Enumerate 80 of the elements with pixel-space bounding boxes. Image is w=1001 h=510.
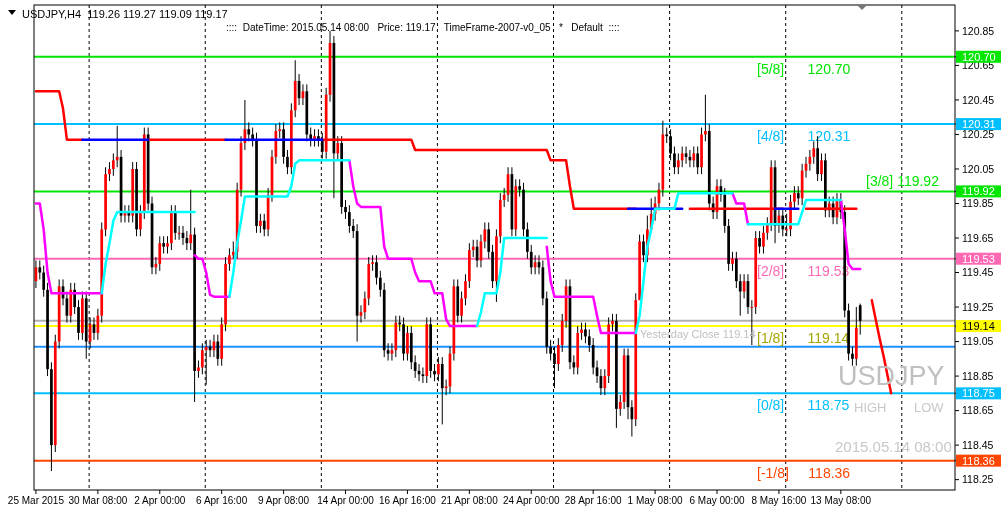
candlestick xyxy=(348,204,351,234)
candlestick xyxy=(796,185,800,206)
candlestick xyxy=(603,368,607,396)
x-tick-label: 8 May 16:00 xyxy=(751,495,807,506)
ref-line-label: [0/8] 118.75 xyxy=(757,397,850,414)
candlestick xyxy=(851,346,854,367)
x-tick-label: 16 Apr 16:00 xyxy=(379,495,437,506)
candlestick xyxy=(173,204,177,241)
text: :::: DateTime: 2015.05.14 08:00 Price: 119.17 TimeFrame-2007-v0_05 * Default :::: xyxy=(226,22,620,33)
candlestick xyxy=(38,259,42,280)
candlestick xyxy=(487,221,491,260)
y-tick-label: 119.92 xyxy=(962,185,995,198)
candlestick xyxy=(738,273,742,317)
candlestick xyxy=(762,225,765,255)
candlestick xyxy=(765,216,769,241)
candlestick xyxy=(42,265,46,298)
y-tick-label: 119.65 xyxy=(962,231,994,244)
y-tick-label: 120.25 xyxy=(962,128,995,141)
candlestick xyxy=(858,303,862,336)
candlestick xyxy=(378,270,382,298)
candlestick xyxy=(642,234,645,263)
candlestick xyxy=(758,230,761,255)
candlestick xyxy=(73,282,76,315)
y-tick-label: 119.45 xyxy=(962,266,994,279)
y-tick-label: 119.25 xyxy=(962,300,994,313)
ref-line-label: [5/8] 120.70 xyxy=(757,60,851,77)
y-tick-label: 120.45 xyxy=(962,93,995,106)
x-tick-label: 6 May 00:00 xyxy=(689,495,745,506)
x-tick-label: 25 Mar 2015 xyxy=(7,495,65,506)
candlestick xyxy=(673,146,676,175)
y-tick-label: 118.45 xyxy=(962,438,994,451)
candlestick xyxy=(692,146,696,168)
x-tick-label: 2 Apr 00:00 xyxy=(134,495,186,506)
candlestick xyxy=(557,337,560,372)
y-tick-label: 118.25 xyxy=(962,473,994,486)
candlestick xyxy=(587,328,591,353)
y-tick-label: 118.65 xyxy=(962,404,994,417)
y-tick-label: 119.05 xyxy=(962,335,994,348)
x-tick-label: 9 Apr 08:00 xyxy=(258,495,310,506)
candlestick xyxy=(406,325,409,362)
x-tick-label: 1 May 08:00 xyxy=(627,495,684,506)
candlestick xyxy=(228,247,231,272)
candlestick xyxy=(680,146,684,168)
candlestick xyxy=(464,273,467,306)
candlestick xyxy=(344,199,347,220)
x-tick-label: 13 May 08:00 xyxy=(810,495,872,506)
candlestick xyxy=(111,152,115,177)
ref-line-label: [4/8] 120.31 xyxy=(757,128,851,145)
candlestick xyxy=(108,161,111,182)
x-tick-label: 24 Apr 00:00 xyxy=(502,495,561,506)
candlestick xyxy=(413,354,417,379)
y-tick-label: 119.85 xyxy=(962,197,994,210)
candlestick xyxy=(158,235,162,272)
x-tick-label: 30 Mar 08:00 xyxy=(68,495,128,506)
y-tick-label: 118.36 xyxy=(962,454,995,467)
candlestick xyxy=(216,334,220,367)
candlestick xyxy=(286,149,289,175)
chart-title: USDJPY,H4 119.26 119.27 119.09 119.17 xyxy=(22,8,228,20)
candlestick xyxy=(529,244,533,275)
candlestick xyxy=(526,221,529,260)
y-tick-label: 120.85 xyxy=(962,24,995,37)
x-tick-label: 6 Apr 16:00 xyxy=(196,495,248,506)
x-tick-label: 28 Apr 16:00 xyxy=(564,495,622,506)
candlestick xyxy=(735,251,738,289)
x-tick-label: 14 Apr 00:00 xyxy=(317,495,375,506)
x-tick-label: 21 Apr 08:00 xyxy=(440,495,499,506)
ref-line-label: [-1/8] 118.36 xyxy=(757,464,851,481)
y-tick-label: 120.31 xyxy=(962,117,996,130)
candlestick xyxy=(262,213,266,237)
candlestick xyxy=(375,254,378,286)
candlestick xyxy=(696,146,700,175)
y-tick-label: 118.75 xyxy=(962,387,995,400)
y-tick-label: 118.85 xyxy=(962,369,994,382)
y-tick-label: 120.05 xyxy=(962,162,995,175)
candlestick xyxy=(676,152,680,175)
y-tick-label: 119.53 xyxy=(962,252,995,265)
candlestick xyxy=(584,322,587,344)
candlestick xyxy=(793,185,796,210)
ref-line-label: [3/8] 119.92 xyxy=(866,173,940,190)
y-tick-label: 119.14 xyxy=(962,319,995,332)
